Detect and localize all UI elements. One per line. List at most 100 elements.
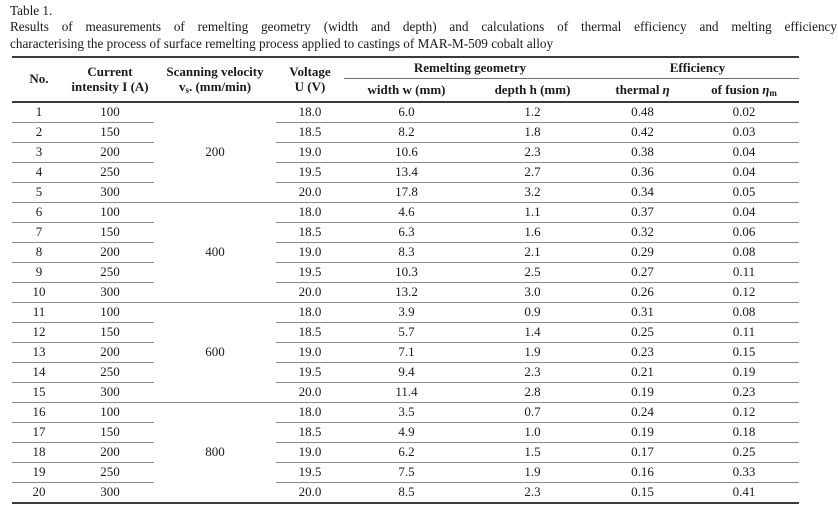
cell-voltage: 18.5 xyxy=(276,222,344,243)
cell-thermal: 0.36 xyxy=(596,162,690,183)
cell-thermal: 0.19 xyxy=(596,422,690,443)
cell-width: 3.9 xyxy=(344,302,469,323)
cell-voltage: 20.0 xyxy=(276,282,344,303)
cell-fusion: 0.41 xyxy=(689,482,800,504)
cell-voltage: 18.0 xyxy=(276,402,344,423)
cell-current: 150 xyxy=(66,122,154,143)
cell-depth: 2.3 xyxy=(469,362,597,383)
cell-width: 13.4 xyxy=(344,162,469,183)
cell-fusion: 0.12 xyxy=(689,402,800,423)
cell-depth: 1.9 xyxy=(469,462,597,483)
cell-thermal: 0.19 xyxy=(596,382,690,403)
cell-width: 8.5 xyxy=(344,482,469,504)
group-header-efficiency: Efficiency xyxy=(596,55,800,79)
cell-voltage: 18.5 xyxy=(276,122,344,143)
cell-voltage: 19.0 xyxy=(276,442,344,463)
cell-no: 7 xyxy=(12,222,66,243)
caption-line1: Results of measurements of remelting geo… xyxy=(10,19,837,35)
cell-width: 8.2 xyxy=(344,122,469,143)
col-header-scanning-line2: vs. (mm/min) xyxy=(178,79,252,96)
table-row: 16 100 800 18.0 3.5 0.7 0.24 0.12 xyxy=(12,402,800,504)
table-row: 20 300 20.0 8.5 2.3 0.15 0.41 xyxy=(12,482,800,504)
col-header-voltage: Voltage U (V) xyxy=(276,55,344,103)
cell-width: 17.8 xyxy=(344,182,469,203)
cell-voltage: 19.0 xyxy=(276,142,344,163)
cell-fusion: 0.12 xyxy=(689,282,800,303)
col-header-thermal: thermal η xyxy=(596,78,690,103)
cell-no: 2 xyxy=(12,122,66,143)
cell-thermal: 0.23 xyxy=(596,342,690,363)
cell-width: 6.2 xyxy=(344,442,469,463)
cell-no: 1 xyxy=(12,101,66,123)
cell-depth: 1.2 xyxy=(469,101,597,123)
caption-line2: characterising the process of surface re… xyxy=(10,35,554,51)
table-row: 19 250 19.5 7.5 1.9 0.16 0.33 xyxy=(12,462,800,483)
cell-depth: 1.5 xyxy=(469,442,597,463)
col-header-depth: depth h (mm) xyxy=(469,78,597,103)
cell-fusion: 0.04 xyxy=(689,202,800,223)
cell-no: 15 xyxy=(12,382,66,403)
cell-no: 5 xyxy=(12,182,66,203)
table-row: 1 100 200 18.0 6.0 1.2 0.48 0.02 xyxy=(12,101,800,203)
table-row: 12 150 18.5 5.7 1.4 0.25 0.11 xyxy=(12,322,800,343)
cell-no: 11 xyxy=(12,302,66,323)
table-row: 3 200 19.0 10.6 2.3 0.38 0.04 xyxy=(12,142,800,163)
cell-voltage: 19.5 xyxy=(276,262,344,283)
cell-depth: 3.2 xyxy=(469,182,597,203)
cell-thermal: 0.15 xyxy=(596,482,690,504)
cell-width: 11.4 xyxy=(344,382,469,403)
cell-fusion: 0.02 xyxy=(689,101,800,123)
cell-depth: 2.8 xyxy=(469,382,597,403)
cell-depth: 0.9 xyxy=(469,302,597,323)
cell-scanning-velocity: 600 xyxy=(154,302,276,403)
cell-thermal: 0.17 xyxy=(596,442,690,463)
cell-thermal: 0.26 xyxy=(596,282,690,303)
cell-current: 200 xyxy=(66,342,154,363)
cell-no: 10 xyxy=(12,282,66,303)
cell-thermal: 0.25 xyxy=(596,322,690,343)
table-row: 9 250 19.5 10.3 2.5 0.27 0.11 xyxy=(12,262,800,283)
cell-depth: 2.1 xyxy=(469,242,597,263)
cell-thermal: 0.29 xyxy=(596,242,690,263)
cell-width: 6.3 xyxy=(344,222,469,243)
cell-current: 250 xyxy=(66,162,154,183)
cell-thermal: 0.16 xyxy=(596,462,690,483)
cell-fusion: 0.06 xyxy=(689,222,800,243)
cell-voltage: 18.5 xyxy=(276,422,344,443)
cell-no: 16 xyxy=(12,402,66,423)
table-row: 11 100 600 18.0 3.9 0.9 0.31 0.08 xyxy=(12,302,800,403)
cell-no: 8 xyxy=(12,242,66,263)
cell-depth: 2.7 xyxy=(469,162,597,183)
col-header-no: No. xyxy=(12,55,66,103)
cell-voltage: 19.5 xyxy=(276,162,344,183)
col-header-voltage-line1: Voltage xyxy=(289,63,331,79)
cell-current: 300 xyxy=(66,482,154,504)
table-body: 1 100 200 18.0 6.0 1.2 0.48 0.02 2 150 18.5 8.2 1.8 0… xyxy=(12,101,800,504)
cell-width: 7.5 xyxy=(344,462,469,483)
cell-thermal: 0.21 xyxy=(596,362,690,383)
cell-fusion: 0.04 xyxy=(689,142,800,163)
table-row: 2 150 18.5 8.2 1.8 0.42 0.03 xyxy=(12,122,800,143)
col-header-current-line2: intensity I (A) xyxy=(71,79,149,95)
cell-fusion: 0.11 xyxy=(689,322,800,343)
cell-voltage: 20.0 xyxy=(276,382,344,403)
cell-width: 9.4 xyxy=(344,362,469,383)
table-row: 14 250 19.5 9.4 2.3 0.21 0.19 xyxy=(12,362,800,383)
table-row: 15 300 20.0 11.4 2.8 0.19 0.23 xyxy=(12,382,800,403)
cell-current: 200 xyxy=(66,242,154,263)
cell-thermal: 0.32 xyxy=(596,222,690,243)
col-header-current-intensity: Current intensity I (A) xyxy=(66,55,154,103)
cell-fusion: 0.33 xyxy=(689,462,800,483)
cell-width: 13.2 xyxy=(344,282,469,303)
cell-fusion: 0.15 xyxy=(689,342,800,363)
cell-current: 150 xyxy=(66,222,154,243)
cell-voltage: 18.5 xyxy=(276,322,344,343)
cell-fusion: 0.03 xyxy=(689,122,800,143)
cell-width: 4.9 xyxy=(344,422,469,443)
cell-current: 300 xyxy=(66,382,154,403)
cell-fusion: 0.04 xyxy=(689,162,800,183)
cell-thermal: 0.42 xyxy=(596,122,690,143)
cell-width: 5.7 xyxy=(344,322,469,343)
cell-no: 3 xyxy=(12,142,66,163)
cell-voltage: 18.0 xyxy=(276,302,344,323)
